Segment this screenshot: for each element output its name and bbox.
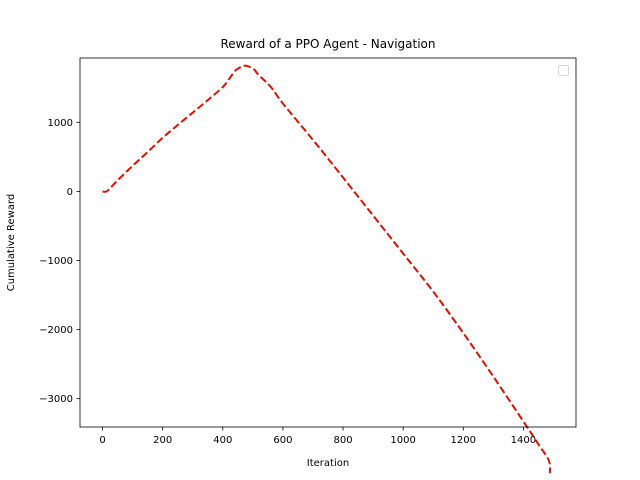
y-tick-label: 0 [67, 187, 73, 198]
y-tick-label: −1000 [39, 256, 73, 267]
x-tick-label: 800 [333, 435, 352, 446]
x-tick-label: 600 [273, 435, 292, 446]
plot-area [80, 58, 576, 427]
y-tick-label: 1000 [48, 118, 73, 129]
legend-box [558, 65, 569, 76]
x-tick-label: 200 [153, 435, 172, 446]
series-layer [102, 64, 552, 474]
x-tick-label: 1200 [451, 435, 476, 446]
x-tick-label: 400 [213, 435, 232, 446]
y-tick-label: −3000 [39, 394, 73, 405]
x-tick-label: 1000 [390, 435, 415, 446]
reward-series-line [102, 64, 552, 474]
tick-layer: 0 200 400 600 800 1000 1200 1400 1000 0 −1000 −2000… [39, 118, 536, 446]
plot-frame [79, 57, 577, 428]
y-tick-label: −2000 [39, 325, 73, 336]
y-axis-label: Cumulative Reward [6, 194, 17, 292]
chart-title: Reward of a PPO Agent - Navigation [221, 37, 436, 51]
x-tick-label: 0 [99, 435, 105, 446]
x-axis-label: Iteration [307, 458, 349, 469]
x-tick-label: 1400 [511, 435, 536, 446]
